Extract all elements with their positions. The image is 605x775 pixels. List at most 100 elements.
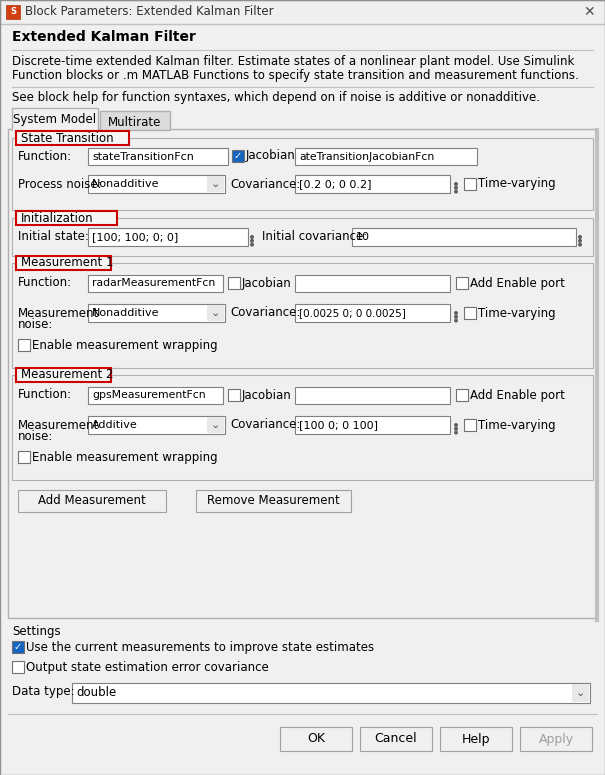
Text: ✕: ✕ bbox=[583, 5, 595, 19]
Text: Nonadditive: Nonadditive bbox=[92, 179, 160, 189]
Text: radarMeasurementFcn: radarMeasurementFcn bbox=[92, 278, 215, 288]
Bar bbox=[16, 131, 129, 145]
Text: ✓: ✓ bbox=[14, 642, 22, 652]
Text: ⌄: ⌄ bbox=[575, 688, 584, 698]
Bar bbox=[12, 263, 593, 368]
Text: ⌄: ⌄ bbox=[211, 179, 220, 189]
Text: Nonadditive: Nonadditive bbox=[92, 308, 160, 318]
Bar bbox=[295, 275, 450, 292]
Bar bbox=[196, 490, 351, 512]
Bar bbox=[88, 416, 225, 434]
Bar bbox=[12, 661, 24, 673]
Bar bbox=[12, 641, 24, 653]
Bar bbox=[16, 256, 111, 270]
Text: State Transition: State Transition bbox=[21, 132, 114, 144]
Text: Enable measurement wrapping: Enable measurement wrapping bbox=[32, 339, 218, 352]
Text: Add Enable port: Add Enable port bbox=[470, 388, 565, 401]
Bar bbox=[572, 684, 589, 702]
Bar bbox=[72, 683, 590, 703]
Circle shape bbox=[579, 236, 581, 238]
Circle shape bbox=[455, 183, 457, 185]
Text: Settings: Settings bbox=[12, 625, 60, 638]
Circle shape bbox=[250, 243, 253, 246]
Text: Function:: Function: bbox=[18, 277, 72, 290]
Text: Data type:: Data type: bbox=[12, 686, 74, 698]
Text: OK: OK bbox=[307, 732, 325, 746]
Bar bbox=[464, 307, 476, 319]
Text: ateTransitionJacobianFcn: ateTransitionJacobianFcn bbox=[299, 151, 434, 161]
Text: ⌄: ⌄ bbox=[211, 420, 220, 430]
Text: Discrete-time extended Kalman filter. Estimate states of a nonlinear plant model: Discrete-time extended Kalman filter. Es… bbox=[12, 55, 574, 68]
Circle shape bbox=[455, 319, 457, 322]
Bar bbox=[207, 417, 224, 433]
Bar bbox=[295, 175, 450, 193]
Text: Jacobian: Jacobian bbox=[246, 150, 296, 163]
Bar bbox=[520, 727, 592, 751]
Bar bbox=[352, 228, 576, 246]
Bar bbox=[16, 368, 111, 382]
Circle shape bbox=[250, 239, 253, 242]
Text: Measurement 2: Measurement 2 bbox=[21, 368, 114, 381]
Bar bbox=[8, 715, 597, 767]
Text: Remove Measurement: Remove Measurement bbox=[207, 494, 340, 508]
Circle shape bbox=[455, 312, 457, 315]
Text: ✓: ✓ bbox=[234, 151, 242, 161]
Text: Help: Help bbox=[462, 732, 490, 746]
Bar bbox=[360, 727, 432, 751]
Bar bbox=[207, 305, 224, 321]
Bar bbox=[280, 727, 352, 751]
Text: Time-varying: Time-varying bbox=[478, 418, 555, 432]
Text: gpsMeasurementFcn: gpsMeasurementFcn bbox=[92, 391, 206, 401]
Text: Add Measurement: Add Measurement bbox=[38, 494, 146, 508]
Text: [100; 100; 0; 0]: [100; 100; 0; 0] bbox=[92, 232, 178, 242]
Text: Covariance:: Covariance: bbox=[230, 306, 300, 319]
Text: Measurement: Measurement bbox=[18, 419, 99, 432]
Circle shape bbox=[579, 239, 581, 242]
Text: noise:: noise: bbox=[18, 430, 53, 443]
Text: Initial covariance:: Initial covariance: bbox=[262, 230, 367, 243]
Circle shape bbox=[250, 236, 253, 238]
Bar bbox=[6, 5, 20, 19]
Bar bbox=[464, 178, 476, 190]
Text: Time-varying: Time-varying bbox=[478, 177, 555, 191]
Bar bbox=[13, 128, 97, 131]
Text: 10: 10 bbox=[356, 232, 370, 242]
Text: double: double bbox=[76, 687, 116, 700]
Bar bbox=[16, 211, 117, 225]
Text: Initial state:: Initial state: bbox=[18, 230, 89, 243]
Text: stateTransitionFcn: stateTransitionFcn bbox=[92, 151, 194, 161]
Text: Initialization: Initialization bbox=[21, 212, 94, 225]
Bar bbox=[12, 375, 593, 480]
Bar bbox=[18, 451, 30, 463]
Bar bbox=[228, 389, 240, 401]
Text: Measurement: Measurement bbox=[18, 307, 99, 320]
Text: Covariance:: Covariance: bbox=[230, 418, 300, 432]
Bar bbox=[228, 277, 240, 289]
Text: Measurement 1: Measurement 1 bbox=[21, 257, 114, 270]
Bar bbox=[12, 218, 593, 256]
Text: Block Parameters: Extended Kalman Filter: Block Parameters: Extended Kalman Filter bbox=[25, 5, 273, 18]
Text: Jacobian: Jacobian bbox=[242, 388, 292, 401]
Text: Use the current measurements to improve state estimates: Use the current measurements to improve … bbox=[26, 640, 374, 653]
Text: Covariance:: Covariance: bbox=[230, 177, 300, 191]
Bar bbox=[12, 108, 98, 130]
Text: Additive: Additive bbox=[92, 420, 138, 430]
Text: Multirate: Multirate bbox=[108, 115, 162, 129]
Bar bbox=[18, 490, 166, 512]
Bar bbox=[88, 228, 248, 246]
Circle shape bbox=[455, 428, 457, 430]
Text: See block help for function syntaxes, which depend on if noise is additive or no: See block help for function syntaxes, wh… bbox=[12, 91, 540, 104]
Circle shape bbox=[455, 191, 457, 193]
Text: Function blocks or .m MATLAB Functions to specify state transition and measureme: Function blocks or .m MATLAB Functions t… bbox=[12, 69, 579, 82]
Text: Process noise:: Process noise: bbox=[18, 177, 102, 191]
Bar bbox=[18, 339, 30, 351]
Circle shape bbox=[579, 243, 581, 246]
Bar bbox=[88, 387, 223, 404]
Text: Output state estimation error covariance: Output state estimation error covariance bbox=[26, 660, 269, 673]
Bar bbox=[8, 129, 597, 618]
Text: ⌄: ⌄ bbox=[211, 308, 220, 318]
Text: [100 0; 0 100]: [100 0; 0 100] bbox=[299, 420, 378, 430]
Bar bbox=[456, 277, 468, 289]
Bar bbox=[295, 387, 450, 404]
Text: Apply: Apply bbox=[538, 732, 574, 746]
